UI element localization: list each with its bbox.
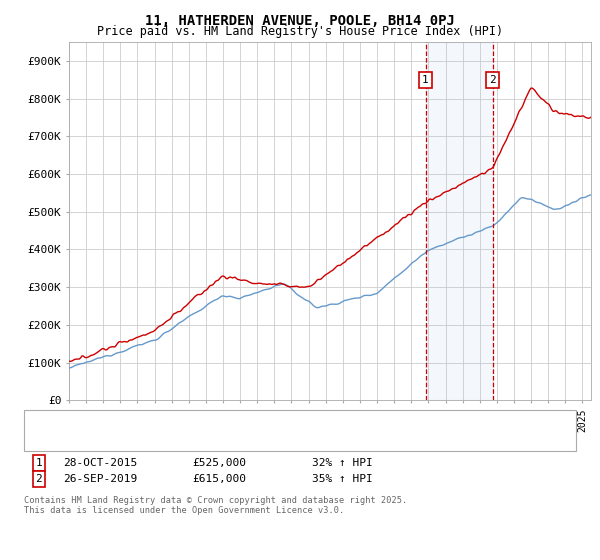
Text: 32% ↑ HPI: 32% ↑ HPI (312, 458, 373, 468)
Text: Contains HM Land Registry data © Crown copyright and database right 2025.
This d: Contains HM Land Registry data © Crown c… (24, 496, 407, 515)
Bar (425, 42, 493, 400)
Text: 11, HATHERDEN AVENUE, POOLE, BH14 0PJ: 11, HATHERDEN AVENUE, POOLE, BH14 0PJ (145, 14, 455, 28)
Text: HPI: Average price, detached house, Bournemouth Christchurch and Poole: HPI: Average price, detached house, Bour… (69, 427, 506, 437)
Text: ——: —— (45, 426, 70, 439)
Text: 26-SEP-2019: 26-SEP-2019 (63, 474, 137, 484)
Text: ——: —— (45, 411, 70, 424)
Text: Price paid vs. HM Land Registry's House Price Index (HPI): Price paid vs. HM Land Registry's House … (97, 25, 503, 38)
Text: 11, HATHERDEN AVENUE, POOLE, BH14 0PJ (detached house): 11, HATHERDEN AVENUE, POOLE, BH14 0PJ (d… (69, 413, 407, 423)
Text: £615,000: £615,000 (192, 474, 246, 484)
Text: £525,000: £525,000 (192, 458, 246, 468)
Text: 35% ↑ HPI: 35% ↑ HPI (312, 474, 373, 484)
Text: 2: 2 (35, 474, 43, 484)
Text: 28-OCT-2015: 28-OCT-2015 (63, 458, 137, 468)
Text: 1: 1 (35, 458, 43, 468)
Text: 2: 2 (489, 74, 496, 85)
Text: 1: 1 (422, 74, 429, 85)
